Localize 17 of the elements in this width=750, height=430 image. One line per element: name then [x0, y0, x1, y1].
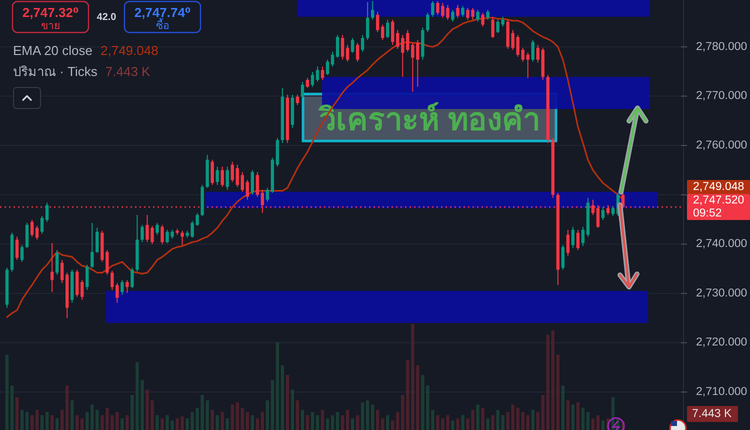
- volume-tag: 7.443 K: [687, 406, 738, 422]
- annotation: 42.0: [96, 12, 117, 23]
- annotation: 2,747.32⁰: [22, 5, 79, 20]
- y-tick-label: 2,710.000: [696, 386, 748, 398]
- y-tick-label: 2,760.000: [696, 139, 748, 152]
- legend: ปริมาณ · Ticks 7.443 K: [13, 64, 150, 79]
- annotation: 2,747.74⁰: [134, 5, 191, 20]
- y-tick-label: 2,740.000: [696, 238, 748, 250]
- y-tick-label: 2,720.000: [696, 336, 748, 349]
- price-tag: 2,747.520 09:52: [687, 194, 750, 220]
- annotation: ซื้อ: [156, 18, 169, 32]
- y-tick-label: 2,770.000: [696, 90, 748, 102]
- last-value-tag: 2,749.048: [687, 180, 750, 194]
- legend: EMA 20 close 2,749.048: [13, 43, 158, 58]
- y-tick-label: 2,780.000: [696, 40, 748, 53]
- y-tick-label: 2,730.000: [696, 287, 748, 300]
- annotation: ขาย: [41, 20, 60, 32]
